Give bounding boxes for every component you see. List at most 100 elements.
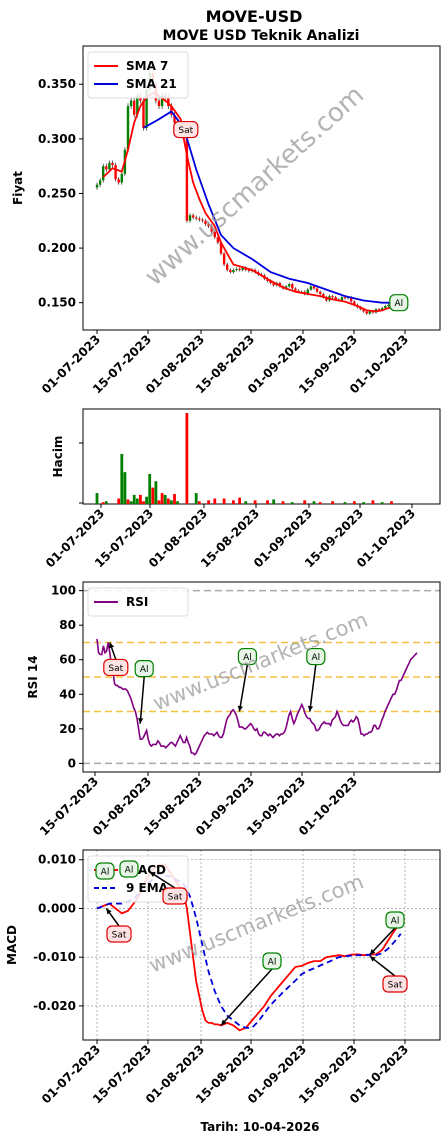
- price-candle: [269, 280, 272, 284]
- macd-signal-al-0-label: Al: [101, 868, 110, 878]
- volume-bar: [197, 501, 201, 504]
- rsi-signal-arrow-3: [309, 664, 317, 712]
- price-candle: [350, 297, 353, 302]
- macd-ylabel: MACD: [5, 925, 19, 965]
- price-candle: [145, 89, 148, 128]
- volume-bar: [104, 501, 108, 504]
- price-candle: [284, 286, 288, 289]
- price-candle: [120, 173, 123, 183]
- price-candle: [102, 166, 105, 181]
- price-candle: [201, 219, 204, 221]
- volume-bar: [213, 498, 217, 504]
- volume-bar: [290, 502, 294, 504]
- rsi-signal-al-3-label: Al: [311, 653, 320, 663]
- price-candle: [319, 291, 322, 294]
- macd-signal-arrow-4: [220, 968, 273, 1026]
- price-candle: [241, 267, 244, 270]
- volume-bar: [343, 502, 347, 504]
- volume-bar: [95, 493, 99, 504]
- volume-bar: [312, 501, 316, 504]
- price-signal-sat-0-label: Sat: [178, 126, 193, 136]
- price-signal-sat-0: [173, 120, 199, 139]
- price-candle: [98, 180, 102, 185]
- volume-bar: [281, 501, 285, 504]
- volume-plot-frame: [82, 408, 441, 505]
- macd-plot-frame: [82, 849, 441, 1041]
- rsi-signal-al-2-label: Al: [243, 653, 252, 663]
- price-candle: [272, 283, 275, 286]
- volume-bar: [380, 502, 384, 504]
- rsi-ytick-label: 20: [59, 722, 76, 736]
- rsi-signal-arrow-3-head: [307, 705, 314, 712]
- rsi-signal-al-1-label: Al: [140, 665, 149, 675]
- price-series-sma21: [143, 110, 401, 304]
- rsi-plot-frame: [82, 581, 441, 773]
- macd-signal-arrow-3-head: [149, 871, 156, 878]
- price-candle: [238, 268, 241, 270]
- volume-bar: [139, 494, 142, 504]
- volume-bar: [352, 501, 356, 504]
- volume-bar: [244, 501, 248, 504]
- price-candle: [322, 293, 325, 298]
- macd-ytick-label: -0.010: [33, 950, 76, 964]
- volume-bar: [166, 498, 170, 504]
- volume-bar: [148, 473, 152, 504]
- macd-signal-al-4: [262, 952, 282, 970]
- price-candle: [198, 218, 201, 220]
- rsi-legend-entry: RSI: [126, 595, 148, 609]
- rsi-legend: [87, 587, 189, 617]
- price-candle: [188, 215, 192, 221]
- rsi-signal-arrow-0-head: [109, 642, 115, 649]
- price-candle: [371, 311, 375, 313]
- rsi-signal-arrow-1-head: [138, 718, 144, 724]
- price-candle: [108, 162, 111, 170]
- rsi-ytick-label: 80: [59, 618, 76, 632]
- price-ytick-label: 0.350: [38, 77, 76, 91]
- macd-ytick-label: 0.000: [38, 901, 76, 915]
- volume-bar: [266, 500, 269, 504]
- price-candle: [387, 304, 390, 306]
- price-candle: [309, 286, 313, 290]
- price-candle: [213, 231, 216, 238]
- volume-bar: [176, 501, 179, 504]
- macd-signal-sat-2: [106, 925, 132, 943]
- price-candle: [278, 283, 282, 287]
- rsi-signal-arrow-2-head: [237, 705, 243, 712]
- volume-bar: [185, 413, 189, 504]
- rsi-ytick-label: 100: [51, 584, 76, 598]
- macd-ytick-label: -0.020: [33, 999, 76, 1013]
- price-candle: [195, 217, 198, 219]
- rsi-signal-al-2: [237, 647, 257, 666]
- macd-ytick-label: 0.010: [38, 853, 76, 867]
- macd-signal-arrow-6-head: [369, 956, 376, 962]
- macd-signal-al-4-label: Al: [268, 958, 277, 968]
- watermark-2: www.uscmarkets.com: [150, 607, 371, 715]
- volume-bar: [194, 493, 198, 504]
- price-candle: [291, 284, 294, 289]
- macd-signal-al-5-label: Al: [391, 917, 400, 927]
- macd-signal-arrow-4-head: [221, 1019, 227, 1026]
- macd-signal-sat-3: [162, 887, 188, 905]
- volume-bar: [173, 493, 176, 504]
- volume-bar: [142, 501, 145, 504]
- price-candle: [204, 220, 207, 225]
- price-candle: [105, 166, 108, 170]
- price-candle: [207, 224, 210, 227]
- price-candle: [384, 305, 387, 309]
- macd-panel: -0.020-0.0100.0000.01001-07-202315-07-20…: [5, 849, 441, 1106]
- macd-signal-arrow-5-head: [369, 949, 376, 955]
- price-candle: [229, 269, 232, 273]
- price-candle: [247, 269, 251, 272]
- macd-signal-al-5: [385, 911, 405, 929]
- macd-signal-sat-6: [382, 975, 408, 993]
- macd-signal-arrow-5: [369, 927, 396, 956]
- volume-bar: [163, 494, 167, 504]
- price-candle: [368, 311, 371, 314]
- volume-bar: [154, 481, 158, 504]
- volume-bar: [120, 453, 124, 504]
- price-candle: [191, 215, 195, 218]
- price-candle: [235, 268, 238, 270]
- volume-bar: [151, 487, 155, 504]
- price-candle: [142, 100, 145, 128]
